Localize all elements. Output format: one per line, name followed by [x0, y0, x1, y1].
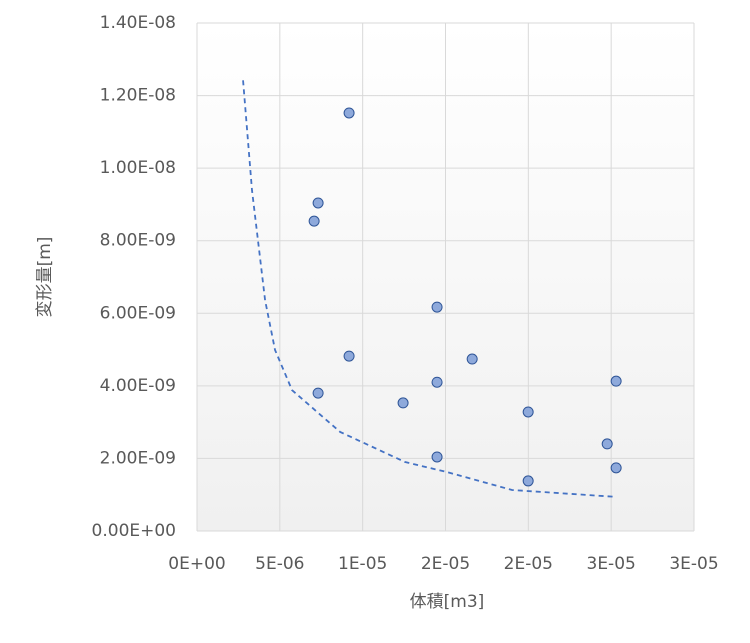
- point: [312, 197, 324, 209]
- x-tick-label: 0E+00: [168, 554, 225, 574]
- point: [312, 387, 324, 399]
- point: [610, 375, 622, 387]
- point: [601, 438, 613, 450]
- point: [466, 353, 478, 365]
- y-tick-label: 1.40E-08: [100, 13, 176, 33]
- point: [343, 107, 355, 119]
- x-tick-label: 2E-05: [421, 554, 470, 574]
- point: [431, 376, 443, 388]
- x-tick-label: 2E-05: [504, 554, 553, 574]
- y-tick-label: 1.00E-08: [100, 158, 176, 178]
- x-tick-label: 3E-05: [669, 554, 718, 574]
- point: [397, 397, 409, 409]
- point: [522, 475, 534, 487]
- x-tick-label: 5E-06: [255, 554, 304, 574]
- point: [610, 462, 622, 474]
- y-tick-label: 6.00E-09: [100, 303, 176, 323]
- x-axis-title: 体積[m3]: [410, 592, 485, 612]
- x-tick-label: 3E-05: [587, 554, 636, 574]
- trendline: [242, 80, 617, 498]
- y-tick-label: 2.00E-09: [100, 448, 176, 468]
- y-tick-label: 0.00E+00: [92, 521, 176, 541]
- point: [308, 215, 320, 227]
- y-tick-label: 1.20E-08: [100, 86, 176, 106]
- point: [522, 406, 534, 418]
- x-tick-label: 1E-05: [338, 554, 387, 574]
- point: [431, 301, 443, 313]
- point: [343, 350, 355, 362]
- point: [431, 451, 443, 463]
- y-axis-title: 変形量[m]: [35, 237, 55, 318]
- y-tick-label: 8.00E-09: [100, 231, 176, 251]
- y-tick-label: 4.00E-09: [100, 376, 176, 396]
